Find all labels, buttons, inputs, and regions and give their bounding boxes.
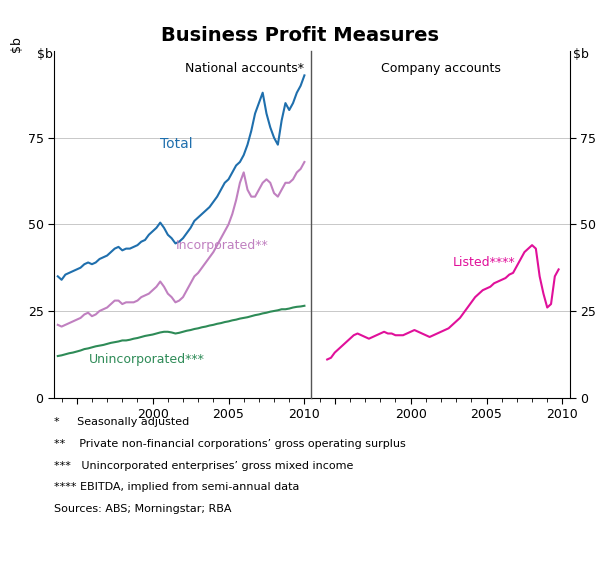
Text: Unincorporated***: Unincorporated*** — [89, 353, 205, 366]
Text: Company accounts: Company accounts — [381, 61, 501, 74]
Text: Business Profit Measures: Business Profit Measures — [161, 26, 439, 44]
Text: National accounts*: National accounts* — [185, 61, 304, 74]
Text: **** EBITDA, implied from semi-annual data: **** EBITDA, implied from semi-annual da… — [54, 482, 299, 492]
Text: Total: Total — [160, 137, 193, 151]
Text: *     Seasonally adjusted: * Seasonally adjusted — [54, 417, 189, 428]
Text: Listed****: Listed**** — [453, 256, 516, 269]
Text: ***   Unincorporated enterprises’ gross mixed income: *** Unincorporated enterprises’ gross mi… — [54, 461, 353, 471]
Text: $b: $b — [573, 48, 589, 61]
Text: **    Private non-financial corporations’ gross operating surplus: ** Private non-financial corporations’ g… — [54, 439, 406, 449]
Text: Incorporated**: Incorporated** — [175, 239, 268, 252]
Y-axis label: $b: $b — [10, 36, 23, 52]
Text: $b: $b — [37, 48, 53, 61]
Text: Sources: ABS; Morningstar; RBA: Sources: ABS; Morningstar; RBA — [54, 504, 232, 514]
